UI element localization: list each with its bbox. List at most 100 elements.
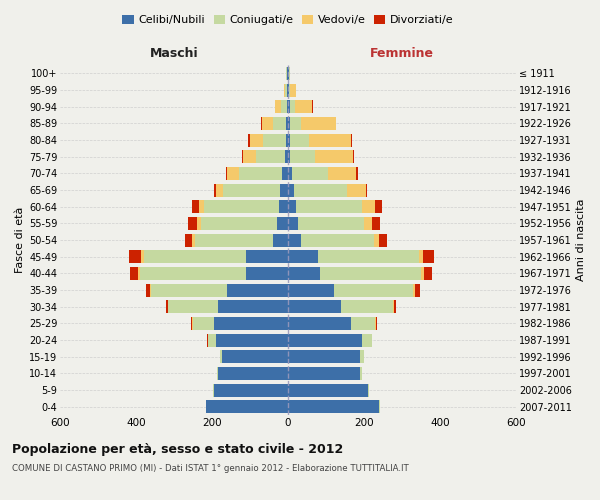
Bar (362, 200, 376, 213)
Bar (290, 84, 296, 96)
Bar (277, 217, 288, 230)
Bar (280, 184, 288, 196)
Bar (150, 284, 151, 296)
Bar (290, 100, 295, 113)
Bar (273, 117, 286, 130)
Bar (360, 367, 362, 380)
Bar (168, 300, 218, 313)
Bar (138, 267, 140, 280)
Bar (130, 267, 138, 280)
Bar (288, 217, 298, 230)
Bar (314, 150, 353, 163)
Bar (288, 150, 290, 163)
Y-axis label: Fasce di età: Fasce di età (14, 207, 25, 273)
Bar (289, 84, 290, 96)
Bar (140, 267, 246, 280)
Bar (394, 300, 395, 313)
Bar (167, 300, 168, 313)
Bar (295, 100, 313, 113)
Bar (288, 234, 301, 246)
Bar (166, 300, 167, 313)
Bar (218, 367, 288, 380)
Bar (185, 234, 192, 246)
Bar (421, 267, 424, 280)
Bar (256, 150, 285, 163)
Bar (379, 400, 380, 413)
Bar (362, 334, 371, 346)
Bar (292, 167, 328, 180)
Bar (334, 284, 413, 296)
Bar (221, 350, 288, 363)
Bar (364, 217, 371, 230)
Bar (216, 334, 288, 346)
Bar (290, 150, 314, 163)
Bar (288, 184, 294, 196)
Bar (301, 117, 335, 130)
Bar (262, 117, 273, 130)
Bar (250, 134, 263, 146)
Bar (294, 184, 347, 196)
Bar (328, 167, 356, 180)
Bar (287, 84, 288, 96)
Legend: Celibi/Nubili, Coniugati/e, Vedovi/e, Divorziati/e: Celibi/Nubili, Coniugati/e, Vedovi/e, Di… (118, 10, 458, 30)
Bar (206, 400, 288, 413)
Bar (288, 267, 320, 280)
Bar (140, 250, 143, 263)
Bar (419, 250, 423, 263)
Bar (284, 84, 286, 96)
Bar (286, 134, 288, 146)
Bar (287, 67, 288, 80)
Bar (309, 134, 350, 146)
Bar (288, 67, 289, 80)
Bar (246, 250, 288, 263)
Bar (376, 317, 377, 330)
Bar (192, 200, 199, 213)
Bar (273, 234, 288, 246)
Bar (214, 317, 288, 330)
Bar (288, 134, 290, 146)
Bar (192, 317, 193, 330)
Bar (288, 84, 289, 96)
Bar (288, 117, 290, 130)
Bar (208, 334, 216, 346)
Bar (413, 284, 415, 296)
Bar (376, 200, 382, 213)
Bar (191, 317, 192, 330)
Bar (319, 250, 419, 263)
Text: Femmine: Femmine (370, 47, 434, 60)
Bar (350, 134, 352, 146)
Bar (371, 217, 380, 230)
Bar (205, 200, 278, 213)
Bar (227, 167, 239, 180)
Bar (288, 200, 296, 213)
Bar (218, 300, 288, 313)
Bar (353, 150, 354, 163)
Bar (242, 150, 243, 163)
Bar (223, 184, 280, 196)
Bar (143, 250, 246, 263)
Bar (373, 234, 379, 246)
Bar (320, 267, 421, 280)
Bar (246, 267, 288, 280)
Bar (195, 234, 273, 246)
Bar (226, 167, 227, 180)
Bar (220, 350, 221, 363)
Bar (290, 134, 309, 146)
Bar (281, 100, 287, 113)
Bar (243, 150, 256, 163)
Bar (286, 67, 287, 80)
Bar (392, 300, 394, 313)
Bar (379, 234, 387, 246)
Bar (214, 184, 216, 196)
Bar (239, 167, 283, 180)
Bar (356, 167, 358, 180)
Bar (298, 217, 364, 230)
Bar (286, 117, 288, 130)
Y-axis label: Anni di nascita: Anni di nascita (576, 198, 586, 281)
Bar (213, 384, 214, 396)
Bar (288, 284, 334, 296)
Bar (285, 150, 288, 163)
Bar (350, 317, 376, 330)
Bar (424, 267, 433, 280)
Bar (288, 384, 368, 396)
